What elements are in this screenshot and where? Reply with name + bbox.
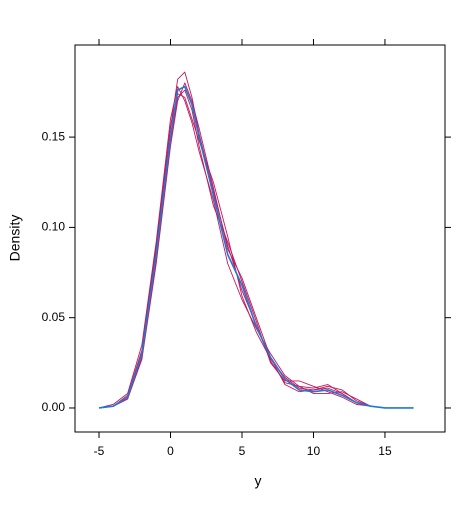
x-tick-label: 15 <box>378 444 392 458</box>
x-tick-label: -5 <box>94 444 105 458</box>
x-axis-label: y <box>255 473 262 489</box>
y-tick-label: 0.10 <box>42 220 66 234</box>
y-tick-label: 0.05 <box>42 310 66 324</box>
y-axis-label: Density <box>7 215 23 262</box>
density-line <box>98 89 400 409</box>
density-line <box>98 93 400 409</box>
x-tick-label: 5 <box>239 444 246 458</box>
plot-frame <box>74 44 446 433</box>
density-line <box>98 86 400 409</box>
y-tick-label: 0.00 <box>42 400 66 414</box>
density-line <box>98 82 400 409</box>
x-tick-label: 0 <box>167 444 174 458</box>
density-line <box>98 85 414 409</box>
x-tick-label: 10 <box>307 444 321 458</box>
density-line <box>98 71 400 409</box>
y-tick-label: 0.15 <box>42 129 66 143</box>
